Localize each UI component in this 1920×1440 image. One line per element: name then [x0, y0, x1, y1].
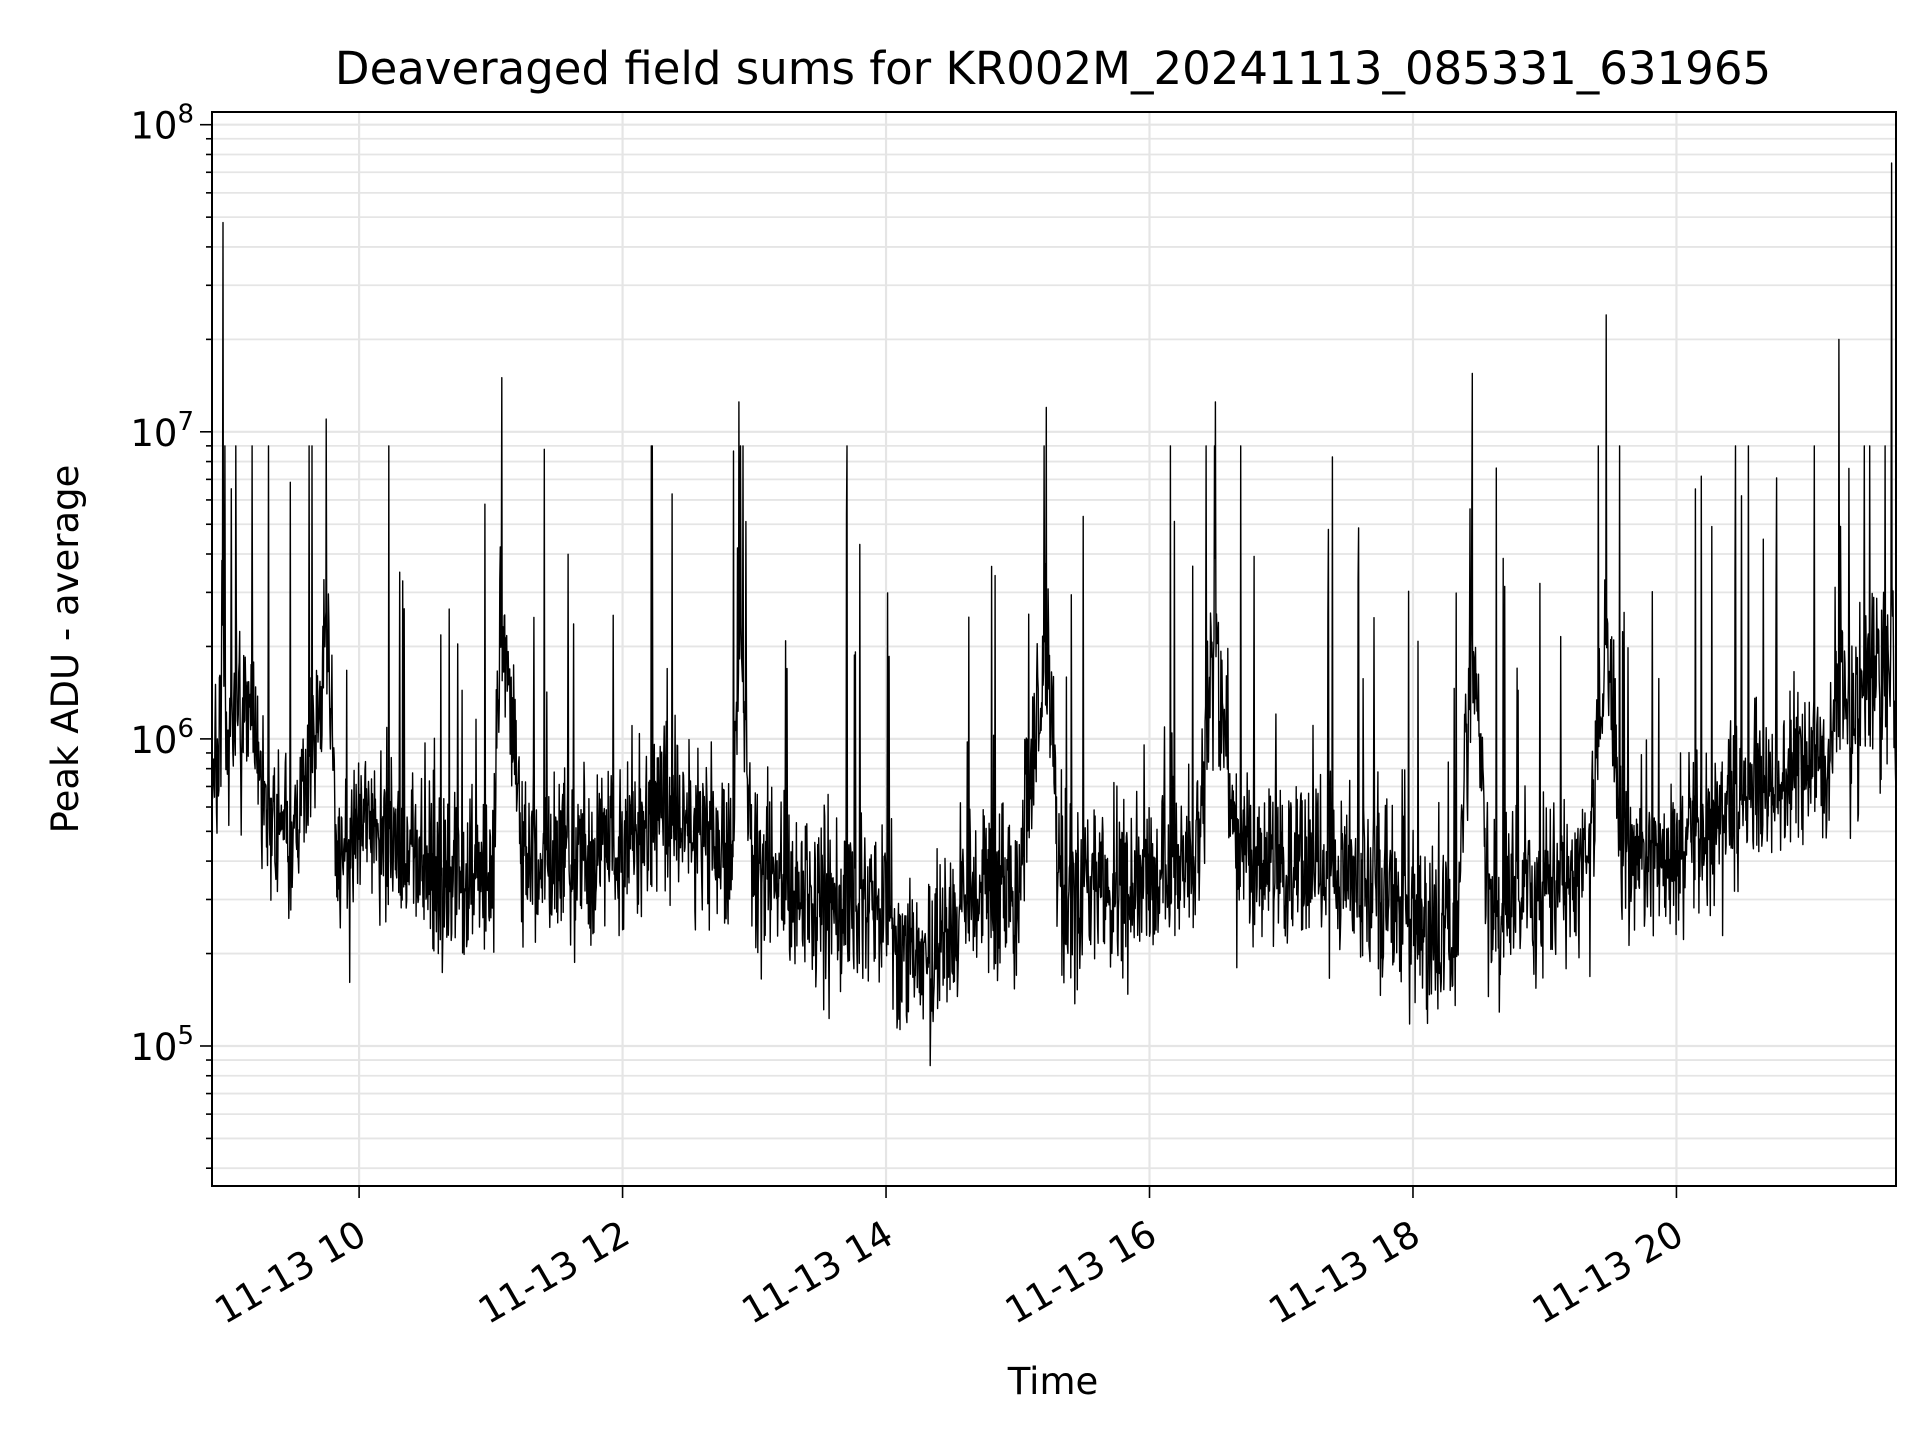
y-tick-label: 106 [130, 714, 194, 762]
y-tick-label: 108 [130, 100, 194, 148]
y-axis-label: Peak ADU - average [44, 465, 87, 834]
x-axis-label: Time [1007, 1360, 1099, 1403]
series-line [211, 162, 1897, 1067]
chart-title: Deaveraged field sums for KR002M_2024111… [335, 42, 1771, 95]
y-tick-label: 107 [130, 407, 194, 455]
y-tick-label: 105 [130, 1021, 194, 1069]
data-layer [211, 162, 1897, 1067]
plot-frame [211, 111, 1897, 1187]
